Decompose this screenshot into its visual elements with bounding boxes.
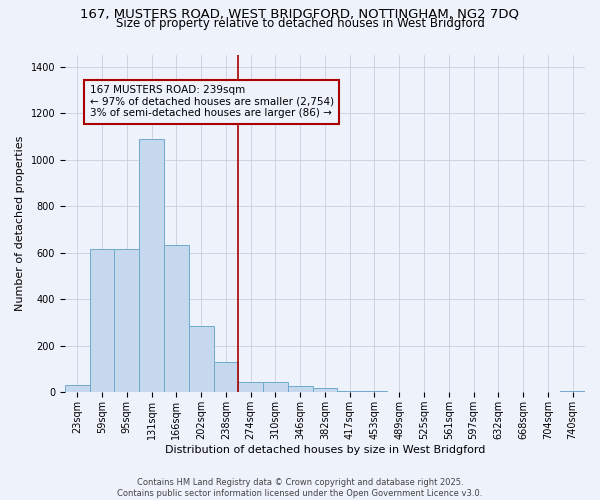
Bar: [164, 244, 189, 392]
Bar: [313, 388, 337, 392]
Text: Size of property relative to detached houses in West Bridgford: Size of property relative to detached ho…: [116, 18, 484, 30]
Text: Contains HM Land Registry data © Crown copyright and database right 2025.
Contai: Contains HM Land Registry data © Crown c…: [118, 478, 482, 498]
Bar: [65, 386, 89, 392]
Text: 167, MUSTERS ROAD, WEST BRIDGFORD, NOTTINGHAM, NG2 7DQ: 167, MUSTERS ROAD, WEST BRIDGFORD, NOTTI…: [80, 8, 520, 20]
Bar: [362, 391, 387, 392]
Bar: [337, 391, 362, 392]
Text: 167 MUSTERS ROAD: 239sqm
← 97% of detached houses are smaller (2,754)
3% of semi: 167 MUSTERS ROAD: 239sqm ← 97% of detach…: [89, 85, 334, 118]
Bar: [89, 249, 115, 392]
Bar: [115, 249, 139, 392]
Bar: [189, 326, 214, 392]
X-axis label: Distribution of detached houses by size in West Bridgford: Distribution of detached houses by size …: [165, 445, 485, 455]
Bar: [288, 386, 313, 392]
Bar: [139, 138, 164, 392]
Bar: [560, 391, 585, 392]
Bar: [238, 382, 263, 392]
Bar: [214, 362, 238, 392]
Bar: [263, 382, 288, 392]
Y-axis label: Number of detached properties: Number of detached properties: [15, 136, 25, 312]
